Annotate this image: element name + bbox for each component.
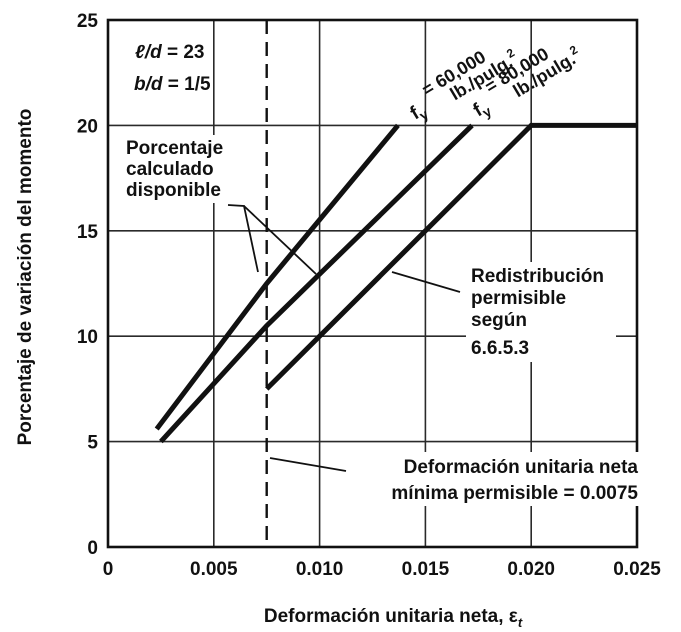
series-layer [154,122,637,444]
porcentaje-line-1: Porcentaje [126,138,223,159]
y-tick-label-0: 0 [87,538,98,559]
fy-80000-symbol: fy [470,96,495,124]
bd-label: b/d = 1/5 [134,74,211,95]
ld-label: ℓ/d = 23 [135,42,205,63]
x-tick-label-5: 0.025 [613,559,661,580]
deform-line-1: Deformación unitaria neta [404,457,639,478]
porcentaje-line-2: calculado [126,159,214,180]
redist-leader [391,271,461,293]
ld-slash-d: /d [144,42,162,63]
y-tick-label-1: 5 [87,433,98,454]
x-axis-title-main: Deformación unitaria neta, ε [264,606,518,627]
fy-60000-symbol: fy [407,99,432,127]
y-tick-label-5: 25 [77,11,99,32]
ld-value: = 23 [162,42,205,63]
bd-letters: b/d [134,74,163,95]
x-tick-label-4: 0.020 [507,559,555,580]
y-tick-label-3: 15 [77,222,99,243]
tick-label-layer: 0 0.005 0.010 0.015 0.020 0.025 0 5 10 15 20 25 [77,11,661,580]
x-tick-label-2: 0.010 [296,559,344,580]
series-line-2 [264,122,637,391]
redist-line-3: según [471,310,527,331]
y-tick-label-4: 20 [77,116,98,137]
deform-leader [269,457,347,472]
redist-line-1: Redistribución [471,266,604,287]
porcentaje-leader-2 [243,205,317,275]
series-line-0 [154,123,400,431]
plot-frame [106,18,639,549]
series-line-1 [159,123,474,444]
deform-line-2: mínima permisible = 0.0075 [391,483,638,504]
x-tick-label-1: 0.005 [190,559,238,580]
redist-line-2: permisible [471,288,566,309]
x-tick-label-0: 0 [103,559,114,580]
deform-label-bg [332,452,644,506]
porcentaje-label-bg [122,135,244,203]
y-tick-label-2: 10 [77,327,98,348]
ld-ell: ℓ [135,42,145,63]
x-axis-title: Deformación unitaria neta, εt [264,606,523,630]
porcentaje-line-3: disponible [126,180,221,201]
redist-line-4: 6.6.5.3 [471,338,529,359]
redist-label-bg [466,262,616,362]
bd-value: = 1/5 [163,74,211,95]
y-axis-title: Porcentaje de variación del momento [15,109,36,446]
x-tick-label-3: 0.015 [402,559,450,580]
x-axis-title-subscript: t [518,615,523,630]
